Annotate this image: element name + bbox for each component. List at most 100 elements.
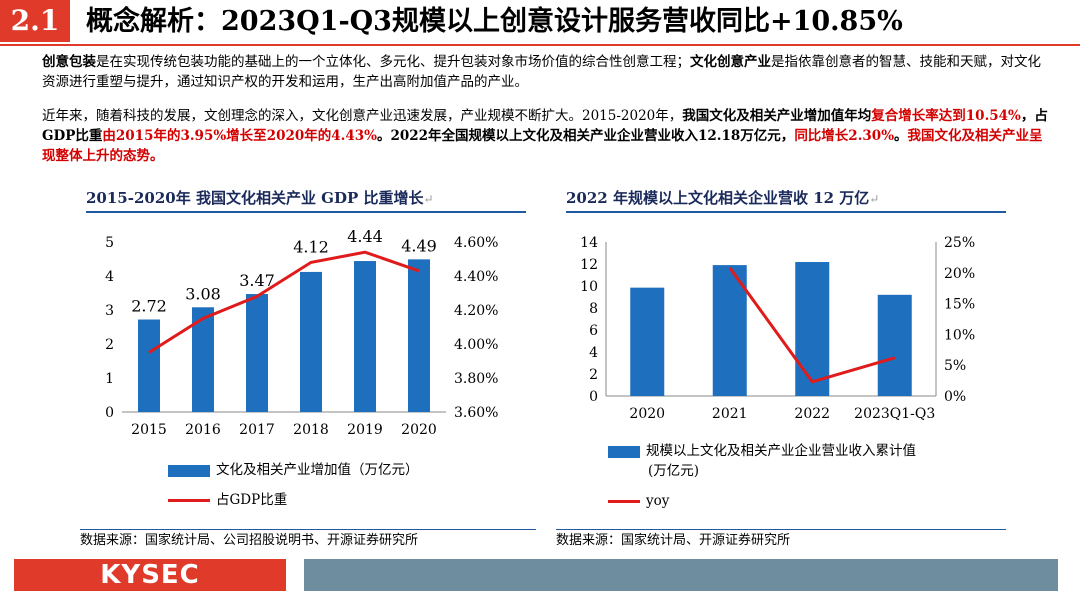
y-right-tick-label: 4.40% bbox=[454, 269, 498, 285]
section-number: 2.1 bbox=[0, 0, 70, 42]
left-legend: 文化及相关产业增加值（万亿元） 占GDP比重 bbox=[168, 458, 419, 510]
bar bbox=[246, 294, 268, 412]
legend-item-bar: 文化及相关产业增加值（万亿元） bbox=[168, 458, 419, 480]
y-left-tick-label: 14 bbox=[580, 235, 598, 251]
y-right-tick-label: 20% bbox=[944, 266, 975, 282]
data-label: 2.72 bbox=[131, 297, 167, 316]
bar bbox=[138, 319, 160, 412]
y-left-tick-label: 2 bbox=[105, 337, 114, 353]
text-segment: 是在实现传统包装功能的基础上的一个立体化、多元化、提升包装对象市场价值的综合性创… bbox=[96, 54, 690, 70]
series-line bbox=[728, 267, 896, 384]
legend-label: 文化及相关产业增加值（万亿元） bbox=[216, 462, 419, 478]
kysec-logo: KYSEC bbox=[14, 559, 286, 591]
x-tick-label: 2022 bbox=[794, 406, 830, 422]
legend-item-bar: 规模以上文化及相关产业企业营业收入累计值 (万亿元) bbox=[608, 441, 916, 481]
y-left-tick-label: 0 bbox=[105, 405, 114, 421]
bar bbox=[408, 259, 430, 412]
bar bbox=[300, 271, 322, 412]
legend-swatch-line bbox=[168, 499, 210, 502]
logo-text: KYSEC bbox=[100, 560, 200, 590]
revenue-chart: 0 2 4 6 8 10 12 14 0% 5% 10% 15% 20% 25% 2020 2021 2022 2… bbox=[580, 235, 975, 422]
term-creative-packaging: 创意包装 bbox=[42, 54, 96, 70]
term-cultural-creative-industry: 文化创意产业 bbox=[690, 54, 771, 70]
text-segment: 。2022年全国规模以上文化及相关产业企业营业收入12.18万亿元， bbox=[376, 128, 795, 144]
y-left-tick-label: 8 bbox=[589, 301, 598, 317]
paragraph-industry-growth: 近年来，随着科技的发展，文创理念的深入，文化创意产业迅速发展，产业规模不断扩大。… bbox=[42, 106, 1052, 166]
y-right-tick-label: 25% bbox=[944, 235, 975, 251]
x-tick-label: 2023Q1-Q3 bbox=[854, 406, 935, 422]
legend-swatch-line bbox=[608, 500, 640, 503]
y-right-tick-label: 15% bbox=[944, 297, 975, 313]
highlight-cagr: 复合增长率达到10.54% bbox=[871, 108, 1021, 124]
data-label: 4.49 bbox=[401, 236, 437, 255]
footer-bar bbox=[304, 559, 1058, 591]
return-mark: ↵ bbox=[869, 192, 880, 206]
x-tick-label: 2020 bbox=[401, 422, 437, 438]
x-tick-label: 2018 bbox=[293, 422, 329, 438]
bar bbox=[192, 307, 214, 412]
y-right-tick-label: 10% bbox=[944, 327, 975, 343]
y-left-tick-label: 6 bbox=[589, 323, 598, 339]
legend-swatch-bar bbox=[608, 445, 640, 458]
bar bbox=[354, 261, 376, 412]
legend-label: 规模以上文化及相关产业企业营业收入累计值 bbox=[646, 443, 916, 459]
title-divider bbox=[0, 44, 1080, 46]
text-segment: 。 bbox=[894, 128, 908, 144]
bar bbox=[795, 262, 830, 396]
right-legend: 规模以上文化及相关产业企业营业收入累计值 (万亿元) yoy bbox=[608, 441, 916, 511]
text-segment: ，占GDP比重 bbox=[42, 108, 1048, 144]
legend-item-line: 占GDP比重 bbox=[168, 488, 419, 510]
source-text: 数据来源：国家统计局、开源证券研究所 bbox=[556, 533, 791, 548]
right-chart-header: 2022 年规模以上文化相关企业营收 12 万亿↵ bbox=[566, 185, 1006, 213]
text-segment: 我国文化及相关产业增加值年均 bbox=[682, 108, 872, 124]
legend-label: yoy bbox=[646, 493, 670, 509]
series-line bbox=[148, 250, 420, 354]
y-left-tick-label: 10 bbox=[580, 279, 598, 295]
y-left-tick-label: 3 bbox=[105, 303, 114, 319]
text-segment: 近年来，随着科技的发展，文创理念的深入，文化创意产业迅速发展，产业规模不断扩大。… bbox=[42, 108, 683, 124]
y-right-tick-label: 5% bbox=[944, 358, 966, 374]
highlight-conclusion: 我国文化及相关产业呈现整体上升的态势。 bbox=[42, 128, 1043, 164]
return-mark: ↵ bbox=[423, 192, 434, 206]
y-right-tick-label: 0% bbox=[944, 389, 966, 405]
legend-swatch-bar bbox=[168, 464, 210, 477]
x-tick-label: 2019 bbox=[347, 422, 383, 438]
highlight-gdp-share: 由2015年的3.95%增长至2020年的4.43% bbox=[102, 128, 377, 144]
x-tick-label: 2021 bbox=[712, 406, 748, 422]
page-title: 概念解析：2023Q1-Q3规模以上创意设计服务营收同比+10.85% bbox=[86, 6, 903, 37]
title-bar: 2.1 概念解析：2023Q1-Q3规模以上创意设计服务营收同比+10.85% bbox=[0, 0, 1080, 44]
y-right-tick-label: 3.60% bbox=[454, 405, 498, 421]
x-tick-label: 2016 bbox=[185, 422, 221, 438]
y-left-tick-label: 1 bbox=[105, 371, 114, 387]
bar bbox=[712, 265, 747, 396]
paragraph-definitions: 创意包装是在实现传统包装功能的基础上的一个立体化、多元化、提升包装对象市场价值的… bbox=[42, 52, 1052, 92]
bar bbox=[630, 287, 665, 396]
data-label: 3.47 bbox=[239, 271, 275, 290]
bar bbox=[877, 294, 912, 396]
y-right-tick-label: 3.80% bbox=[454, 371, 498, 387]
y-right-tick-label: 4.20% bbox=[454, 303, 498, 319]
legend-item-line: yoy bbox=[608, 491, 916, 511]
highlight-yoy: 同比增长2.30% bbox=[794, 128, 895, 144]
y-left-tick-label: 12 bbox=[580, 257, 598, 273]
data-label: 4.44 bbox=[347, 228, 383, 246]
text-segment: 是指依靠创意者的智慧、技能和天赋，对文化资源进行重塑与提升，通过知识产权的开发和… bbox=[42, 54, 1041, 90]
data-label: 4.12 bbox=[293, 237, 329, 256]
legend-label: 占GDP比重 bbox=[216, 492, 288, 508]
source-text: 数据来源：国家统计局、公司招股说明书、开源证券研究所 bbox=[80, 533, 419, 548]
data-label: 3.08 bbox=[185, 284, 221, 303]
source-note-right: 数据来源：国家统计局、开源证券研究所 bbox=[556, 529, 1006, 552]
y-left-tick-label: 5 bbox=[105, 235, 114, 251]
y-left-tick-label: 2 bbox=[589, 367, 598, 383]
x-tick-label: 2020 bbox=[629, 406, 665, 422]
gdp-share-chart: 0 1 2 3 4 5 3.60% 3.80% 4.00% 4.20% 4.40% 4.60% 2015… bbox=[105, 228, 498, 438]
left-chart-header: 2015-2020年 我国文化相关产业 GDP 比重增长↵ bbox=[86, 185, 526, 213]
left-chart-header-text: 2015-2020年 我国文化相关产业 GDP 比重增长 bbox=[86, 189, 424, 207]
right-chart-header-text: 2022 年规模以上文化相关企业营收 12 万亿 bbox=[566, 189, 870, 207]
y-right-tick-label: 4.60% bbox=[454, 235, 498, 251]
y-right-tick-label: 4.00% bbox=[454, 337, 498, 353]
x-tick-label: 2017 bbox=[239, 422, 275, 438]
source-note-left: 数据来源：国家统计局、公司招股说明书、开源证券研究所 bbox=[80, 529, 536, 552]
y-left-tick-label: 4 bbox=[589, 345, 598, 361]
x-tick-label: 2015 bbox=[131, 422, 167, 438]
